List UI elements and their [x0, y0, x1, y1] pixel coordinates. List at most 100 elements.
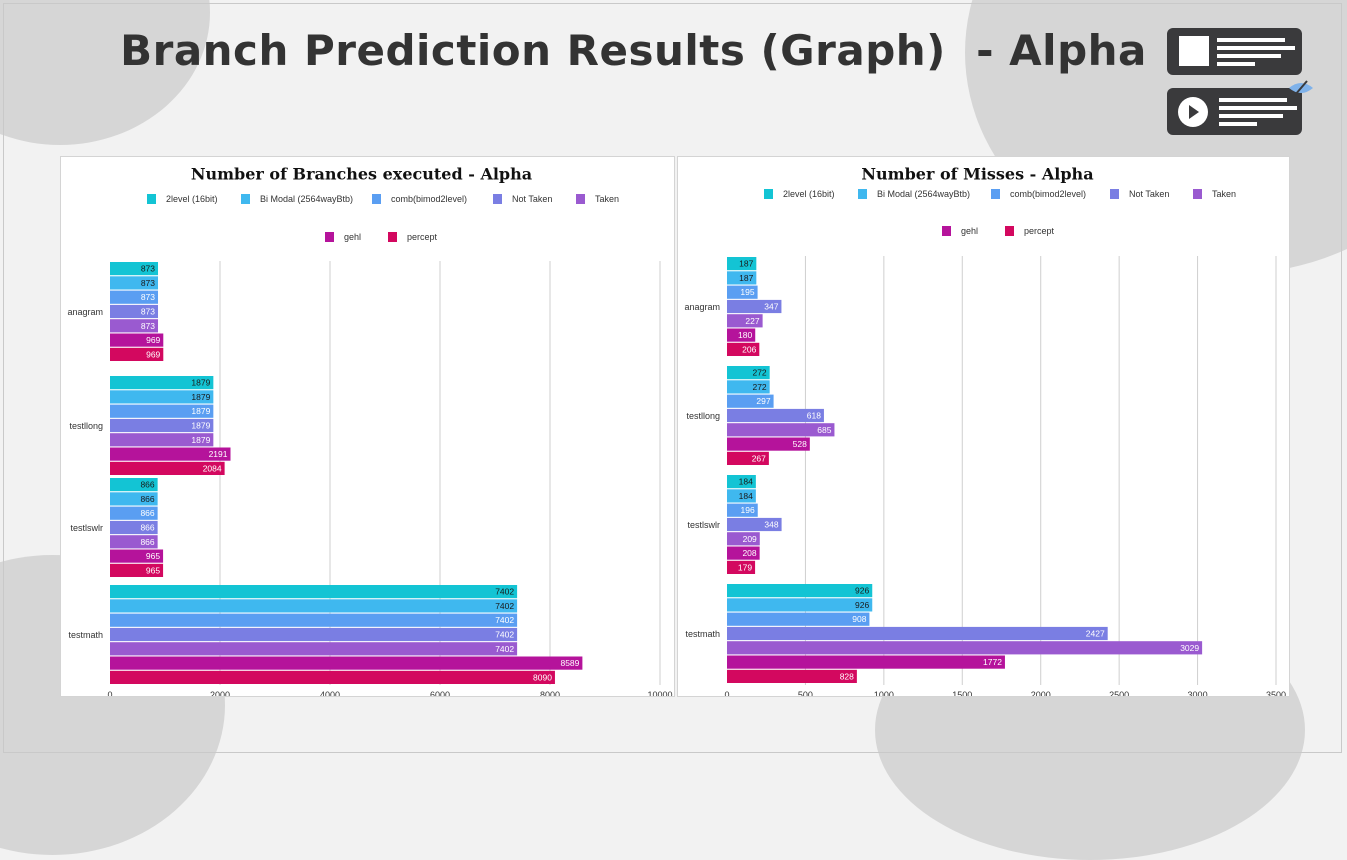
misses-x-tick-label: 0	[724, 690, 729, 696]
misses-bar-value-label: 3029	[1180, 643, 1199, 653]
notes-panel-icon	[1179, 36, 1295, 66]
branches-bar-value-label: 873	[141, 278, 155, 288]
branches-category-label-testmath: testmath	[68, 630, 103, 640]
misses-bar-value-label: 206	[742, 344, 756, 354]
misses-bar-value-label: 227	[745, 316, 759, 326]
branches-bar-gehl-testmath	[110, 656, 583, 670]
branches-bar-value-label: 1879	[191, 392, 210, 402]
branches-legend-label-2level-16bit: 2level (16bit)	[166, 194, 218, 204]
misses-bar-value-label: 184	[739, 477, 753, 487]
branches-category-label-testlswlr: testlswlr	[70, 523, 103, 533]
misses-bar-2level-16bit-testlswlr	[727, 475, 756, 489]
branches-bar-value-label: 965	[146, 551, 160, 561]
misses-x-tick-label: 3000	[1188, 690, 1208, 696]
misses-bar-taken-anagram	[727, 314, 763, 328]
branches-bar-value-label: 2084	[203, 463, 222, 473]
misses-legend-label-taken: Taken	[1212, 189, 1236, 199]
misses-bar-taken-testllong	[727, 423, 835, 437]
branches-x-tick-label: 6000	[430, 690, 450, 696]
branches-bar-taken-testlswlr	[110, 535, 158, 549]
branches-category-label-anagram: anagram	[67, 307, 103, 317]
misses-bar-value-label: 297	[756, 396, 770, 406]
misses-x-tick-label: 2500	[1109, 690, 1129, 696]
branches-x-tick-label: 0	[107, 690, 112, 696]
play-notes-button[interactable]	[1167, 80, 1313, 135]
misses-legend-label-percept: percept	[1024, 226, 1055, 236]
misses-bar-value-label: 618	[807, 411, 821, 421]
branches-bar-taken-testmath	[110, 642, 518, 656]
branches-bar-taken-testllong	[110, 433, 214, 447]
misses-bar-value-label: 2427	[1086, 629, 1105, 639]
misses-bar-value-label: 196	[741, 505, 755, 515]
misses-legend-swatch-bi-modal-2564waybtb	[858, 189, 867, 199]
misses-bar-percept-anagram	[727, 342, 760, 356]
branches-bar-bi-modal-2564waybtb-testlswlr	[110, 492, 158, 506]
misses-legend-label-2level-16bit: 2level (16bit)	[783, 189, 835, 199]
notes-panel-button[interactable]	[1167, 28, 1302, 75]
branches-legend-swatch-bi-modal-2564waybtb	[241, 194, 250, 204]
misses-x-tick-label: 1500	[952, 690, 972, 696]
misses-bar-value-label: 272	[752, 382, 766, 392]
branches-chart-title: Number of Branches executed - Alpha	[191, 165, 532, 184]
misses-bar-not-taken-testlswlr	[727, 517, 782, 532]
branches-bar-percept-testllong	[110, 461, 225, 475]
misses-chart: Number of Misses - Alpha 2level (16bit) Bi…	[684, 165, 1286, 701]
misses-bar-value-label: 908	[852, 614, 866, 624]
misses-bar-bi-modal-2564waybtb-testmath	[727, 598, 873, 612]
branches-bar-value-label: 1879	[191, 378, 210, 388]
misses-bar-percept-testllong	[727, 451, 769, 465]
branches-bar-not-taken-testlswlr	[110, 520, 158, 535]
branches-bar-comb-bimod2level-testlswlr	[110, 506, 158, 520]
branches-bar-value-label: 969	[146, 335, 160, 345]
misses-bar-value-label: 267	[752, 453, 766, 463]
branches-bar-value-label: 8090	[533, 672, 552, 682]
misses-legend-swatch-taken	[1193, 189, 1202, 199]
misses-bar-value-label: 187	[739, 259, 753, 269]
branches-category-label-testllong: testllong	[69, 421, 103, 431]
misses-bar-value-label: 179	[738, 562, 752, 572]
misses-bar-not-taken-testmath	[727, 626, 1108, 641]
branches-bar-2level-16bit-testlswlr	[110, 478, 158, 492]
misses-category-label-testllong: testllong	[686, 411, 720, 421]
misses-x-tick-label: 1000	[874, 690, 894, 696]
branches-legend-label-not-taken: Not Taken	[512, 194, 552, 204]
branches-bar-comb-bimod2level-testmath	[110, 613, 518, 627]
misses-legend-swatch-2level-16bit	[764, 189, 773, 199]
branches-bar-value-label: 866	[140, 523, 154, 533]
branches-x-tick-label: 4000	[320, 690, 340, 696]
misses-legend-swatch-gehl	[942, 226, 951, 236]
misses-bar-comb-bimod2level-anagram	[727, 285, 758, 299]
branches-bar-bi-modal-2564waybtb-anagram	[110, 276, 159, 290]
misses-bar-comb-bimod2level-testllong	[727, 394, 774, 408]
branches-bar-2level-16bit-testllong	[110, 376, 214, 390]
branches-bar-comb-bimod2level-anagram	[110, 290, 159, 304]
branches-legend-label-comb-bimod2level: comb(bimod2level)	[391, 194, 467, 204]
misses-bar-percept-testlswlr	[727, 560, 756, 574]
misses-bar-value-label: 926	[855, 586, 869, 596]
branches-bar-value-label: 7402	[495, 601, 514, 611]
branches-chart: Number of Branches executed - Alpha 2leve…	[67, 165, 672, 701]
branches-bar-2level-16bit-anagram	[110, 262, 159, 276]
branches-bar-gehl-anagram	[110, 333, 164, 347]
branches-bar-value-label: 866	[140, 480, 154, 490]
misses-category-label-anagram: anagram	[684, 302, 720, 312]
misses-bar-value-label: 685	[817, 425, 831, 435]
misses-bar-gehl-anagram	[727, 328, 756, 342]
misses-bar-gehl-testllong	[727, 437, 810, 451]
branches-bar-value-label: 1879	[191, 435, 210, 445]
branches-bar-value-label: 8589	[560, 658, 579, 668]
misses-bar-value-label: 180	[738, 330, 752, 340]
branches-legend-swatch-2level-16bit	[147, 194, 156, 204]
misses-bar-value-label: 347	[764, 302, 778, 312]
branches-bar-bi-modal-2564waybtb-testmath	[110, 599, 518, 613]
misses-legend-swatch-percept	[1005, 226, 1014, 236]
branches-bar-value-label: 873	[141, 264, 155, 274]
misses-bar-value-label: 184	[739, 491, 753, 501]
misses-bar-value-label: 209	[743, 534, 757, 544]
misses-bar-value-label: 1772	[983, 657, 1002, 667]
branches-bar-not-taken-anagram	[110, 304, 159, 319]
branches-legend-label-taken: Taken	[595, 194, 619, 204]
misses-legend-label-bi-modal-2564waybtb: Bi Modal (2564wayBtb)	[877, 189, 970, 199]
branches-x-tick-label: 8000	[540, 690, 560, 696]
branches-bar-not-taken-testllong	[110, 418, 214, 433]
